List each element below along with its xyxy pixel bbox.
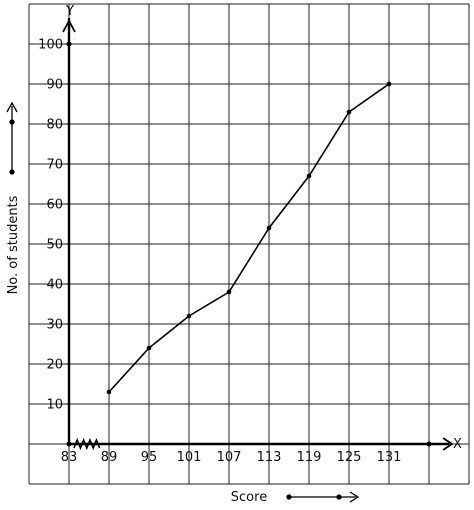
data-point [346, 109, 352, 115]
x-tick-label: 131 [377, 450, 402, 465]
x-tick-label: 119 [297, 450, 322, 465]
x-tick-label: 89 [101, 450, 118, 465]
y-label-arrow [6, 101, 18, 175]
x-label-arrow [286, 491, 360, 503]
axes [62, 18, 454, 451]
x-tick-label: 113 [257, 450, 282, 465]
y-tick-label: 90 [46, 78, 63, 93]
x-axis-letter: X [453, 437, 462, 452]
x-axis-arrowhead [442, 437, 454, 451]
origin-point [66, 441, 72, 447]
data-point [386, 81, 392, 87]
data-point [146, 345, 152, 351]
tick-labels: 10 20 30 40 50 60 70 80 90 100 83 89 95 101 107 113 119 1… [38, 38, 401, 466]
x-tick-label: 83 [61, 450, 78, 465]
y-tick-label: 60 [46, 198, 63, 213]
y-axis-arrowhead [62, 19, 76, 33]
grid [28, 3, 470, 485]
y-tick-label: 50 [46, 238, 63, 253]
data-point [106, 389, 112, 395]
y-tick-label: 10 [46, 398, 63, 413]
y-tick-label: 80 [46, 118, 63, 133]
data-point [226, 289, 232, 295]
y-tick-label: 40 [46, 278, 63, 293]
x-tick-label: 107 [217, 450, 242, 465]
x-tick-label: 101 [177, 450, 202, 465]
y-axis-label: No. of students [6, 195, 21, 294]
data-point [266, 225, 272, 231]
y-tick-label: 100 [38, 38, 63, 53]
data-point [306, 173, 312, 179]
x-tick-label: 125 [337, 450, 362, 465]
x-axis-label: Score [231, 490, 267, 505]
series [106, 81, 392, 395]
y-tick-label: 20 [46, 358, 63, 373]
x-axis-break [73, 437, 101, 451]
x-tick-label: 95 [141, 450, 158, 465]
x-axis-endpoint [426, 441, 432, 447]
y-tick-label: 70 [46, 158, 63, 173]
y-axis-letter: Y [65, 4, 74, 19]
data-point [186, 313, 192, 319]
y-tick-label: 30 [46, 318, 63, 333]
series-line [108, 83, 390, 393]
